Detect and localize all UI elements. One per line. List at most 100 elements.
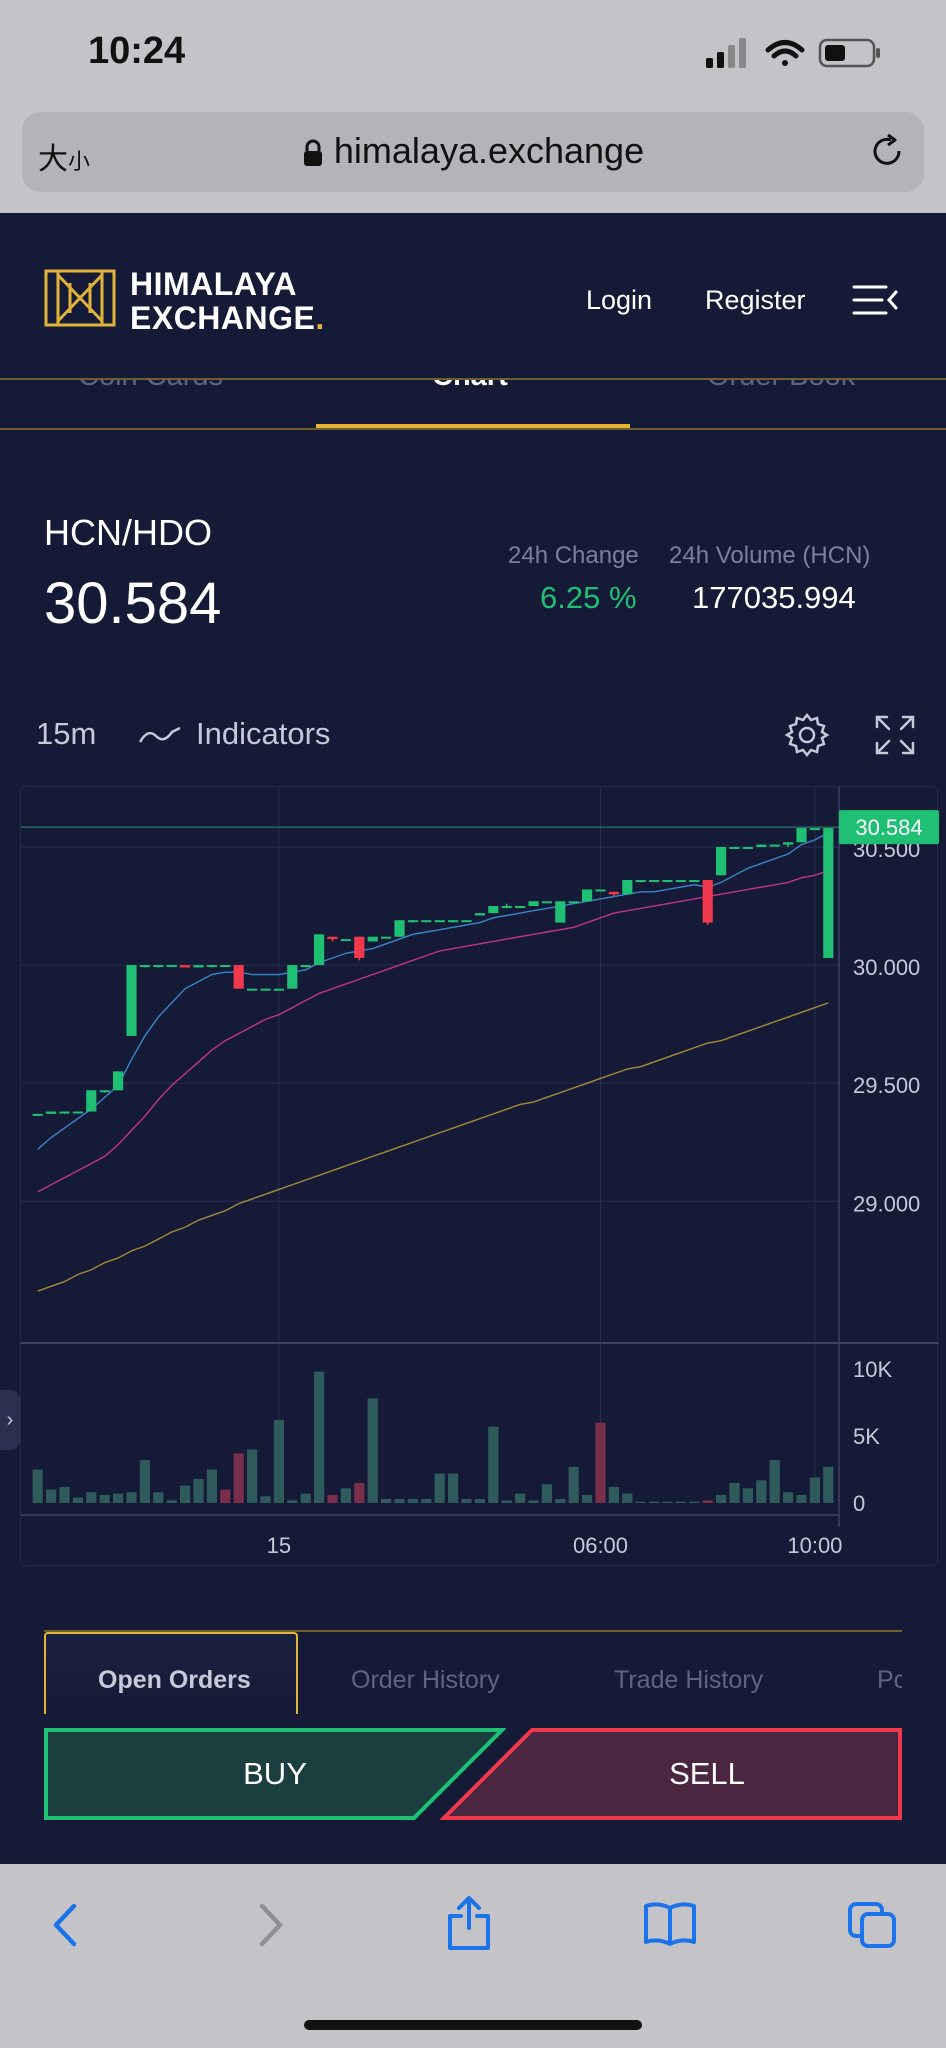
status-time: 10:24: [88, 30, 186, 72]
menu-icon[interactable]: [852, 281, 898, 319]
login-link[interactable]: Login: [586, 285, 653, 315]
url-display[interactable]: himalaya.exchange: [22, 130, 924, 172]
indicators-icon: [138, 726, 181, 743]
volume-bar: [260, 1496, 271, 1503]
drawer-handle[interactable]: ›: [0, 1390, 20, 1450]
fullscreen-icon[interactable]: [874, 714, 916, 756]
tab-positions[interactable]: Pc: [877, 1666, 902, 1694]
himalaya-logo-icon[interactable]: [44, 265, 116, 331]
trading-pair[interactable]: HCN/HDO: [44, 512, 212, 553]
volume-bar: [139, 1460, 150, 1503]
tab-open-orders[interactable]: Open Orders: [98, 1666, 251, 1694]
volume-bar: [582, 1494, 593, 1503]
candle-body: [166, 965, 177, 968]
section-tabs: Coin Cards Chart Order Book: [0, 378, 946, 430]
home-indicator: [304, 2020, 642, 2030]
active-order-tab-box: [44, 1632, 298, 1714]
volume-bar: [193, 1478, 204, 1503]
candle-body: [756, 844, 767, 847]
candle-body: [327, 936, 338, 940]
volume-bar: [689, 1501, 700, 1503]
volume-bar: [702, 1500, 713, 1503]
candle-body: [32, 1113, 43, 1116]
volume-bar: [809, 1477, 820, 1503]
volume-bar: [823, 1466, 834, 1503]
buy-button[interactable]: BUY: [44, 1728, 506, 1820]
url-text: himalaya.exchange: [333, 130, 645, 171]
volume-bar: [675, 1501, 686, 1503]
candle-body: [662, 880, 673, 883]
volume-bar: [474, 1498, 485, 1503]
share-icon[interactable]: [444, 1894, 494, 1952]
tab-coin-cards[interactable]: Coin Cards: [78, 380, 223, 393]
bookmarks-icon[interactable]: [642, 1900, 698, 1948]
volume-bar: [448, 1473, 459, 1503]
candle-body: [113, 1071, 124, 1091]
candle-body: [354, 936, 365, 958]
tab-trade-history[interactable]: Trade History: [614, 1666, 764, 1694]
volume-bar: [742, 1488, 753, 1503]
tab-chart[interactable]: Chart: [432, 380, 508, 393]
volume-bar: [756, 1480, 767, 1503]
volume-bar: [501, 1500, 512, 1503]
wifi-icon: [765, 40, 805, 66]
active-tab-indicator: [316, 424, 630, 428]
time-tick-label: 10:00: [787, 1533, 842, 1558]
candle-body: [46, 1111, 57, 1114]
candle-body: [541, 901, 552, 904]
volume-bar: [488, 1426, 499, 1503]
candle-body: [139, 965, 150, 968]
volume-bar: [515, 1493, 526, 1503]
interval-selector[interactable]: 15m: [36, 716, 97, 751]
status-icons: [706, 38, 880, 68]
sell-button-shape: [440, 1728, 902, 1820]
candle-body: [675, 880, 686, 883]
volume-bar: [287, 1500, 298, 1503]
candle-body: [528, 901, 539, 907]
back-icon[interactable]: [46, 1900, 86, 1950]
register-link[interactable]: Register: [705, 285, 806, 315]
volume-bar: [649, 1501, 660, 1503]
browser-toolbar: [0, 1864, 946, 2048]
tab-order-history[interactable]: Order History: [351, 1666, 500, 1694]
candle-body: [340, 939, 351, 942]
candle-body: [273, 988, 284, 991]
candle-body: [582, 889, 593, 902]
buy-button-shape: [44, 1728, 506, 1820]
sell-button[interactable]: SELL: [440, 1728, 902, 1820]
volume-bar: [635, 1501, 646, 1503]
candle-body: [300, 965, 311, 968]
candle-body: [220, 965, 231, 968]
indicators-button[interactable]: Indicators: [138, 716, 330, 752]
price-chart[interactable]: 29.000 29.500 30.000 30.500 15 06:00 10:00 0 5K 1…: [20, 786, 939, 1567]
price-tick-label: 30.000: [853, 955, 920, 980]
text-size-button[interactable]: 大小: [38, 143, 91, 176]
gear-icon[interactable]: [784, 712, 830, 758]
reload-icon[interactable]: [868, 132, 906, 170]
tab-order-book[interactable]: Order Book: [707, 380, 855, 393]
logo-wordmark[interactable]: HIMALAYA EXCHANGE.: [130, 266, 325, 336]
volume-bar: [662, 1501, 673, 1503]
time-tick-label: 06:00: [573, 1533, 628, 1558]
url-bar[interactable]: 大小 himalaya.exchange: [22, 112, 924, 192]
volume-bar: [314, 1371, 325, 1503]
candle-body: [515, 906, 526, 909]
volume-bar: [716, 1494, 727, 1503]
browser-top-bar: 10:24 大小 himalaya.exchange: [0, 0, 946, 213]
volume-bar: [367, 1398, 378, 1503]
candle-body: [381, 936, 392, 939]
volume-bar: [595, 1422, 606, 1503]
candle-body: [434, 920, 445, 923]
volume-bar: [407, 1498, 418, 1503]
volume-bar: [568, 1466, 579, 1503]
volume-tick-label: 10K: [853, 1357, 892, 1382]
volume-bar: [769, 1460, 780, 1503]
candle-body: [823, 828, 834, 958]
tabs-icon[interactable]: [846, 1900, 898, 1950]
change-label: 24h Change: [508, 542, 639, 569]
last-price-tag-label: 30.584: [855, 815, 922, 840]
candle-body: [260, 988, 271, 991]
volume-bar: [72, 1497, 83, 1503]
forward-icon[interactable]: [250, 1900, 290, 1950]
